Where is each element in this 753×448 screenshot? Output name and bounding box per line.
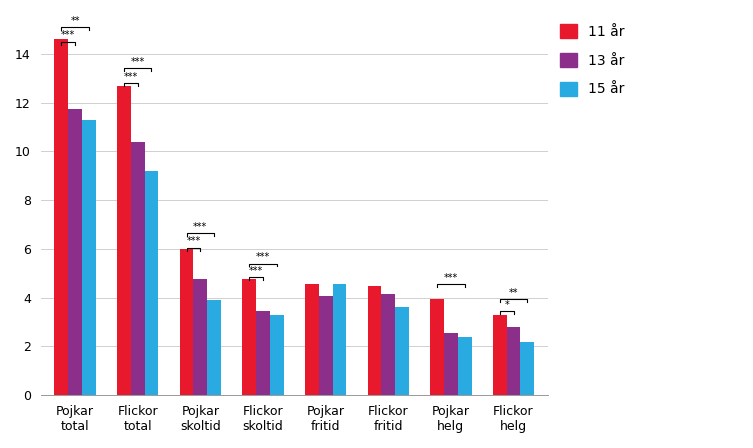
Text: *: *	[505, 300, 509, 310]
Bar	[367, 285, 381, 395]
Text: ***: ***	[194, 222, 208, 232]
Text: **: **	[509, 288, 518, 298]
Bar	[444, 333, 458, 395]
Text: ***: ***	[123, 72, 138, 82]
Legend: 11 år, 13 år, 15 år: 11 år, 13 år, 15 år	[560, 24, 624, 96]
Bar	[131, 142, 145, 395]
Bar	[180, 249, 194, 395]
Text: **: **	[70, 16, 80, 26]
Bar	[430, 299, 444, 395]
Text: ***: ***	[256, 252, 270, 263]
Bar	[520, 342, 534, 395]
Bar	[117, 86, 131, 395]
Text: ***: ***	[186, 237, 200, 246]
Bar	[256, 311, 270, 395]
Text: ***: ***	[249, 266, 264, 276]
Text: ***: ***	[61, 30, 75, 40]
Bar	[493, 315, 507, 395]
Text: ***: ***	[444, 273, 458, 283]
Bar	[242, 280, 256, 395]
Bar	[145, 171, 158, 395]
Bar	[82, 120, 96, 395]
Bar	[270, 315, 284, 395]
Text: ***: ***	[130, 57, 145, 67]
Bar	[381, 294, 395, 395]
Bar	[207, 300, 221, 395]
Bar	[54, 39, 69, 395]
Bar	[458, 337, 471, 395]
Bar	[305, 284, 319, 395]
Bar	[507, 327, 520, 395]
Bar	[194, 280, 207, 395]
Bar	[69, 109, 82, 395]
Bar	[333, 284, 346, 395]
Bar	[395, 307, 409, 395]
Bar	[319, 297, 333, 395]
